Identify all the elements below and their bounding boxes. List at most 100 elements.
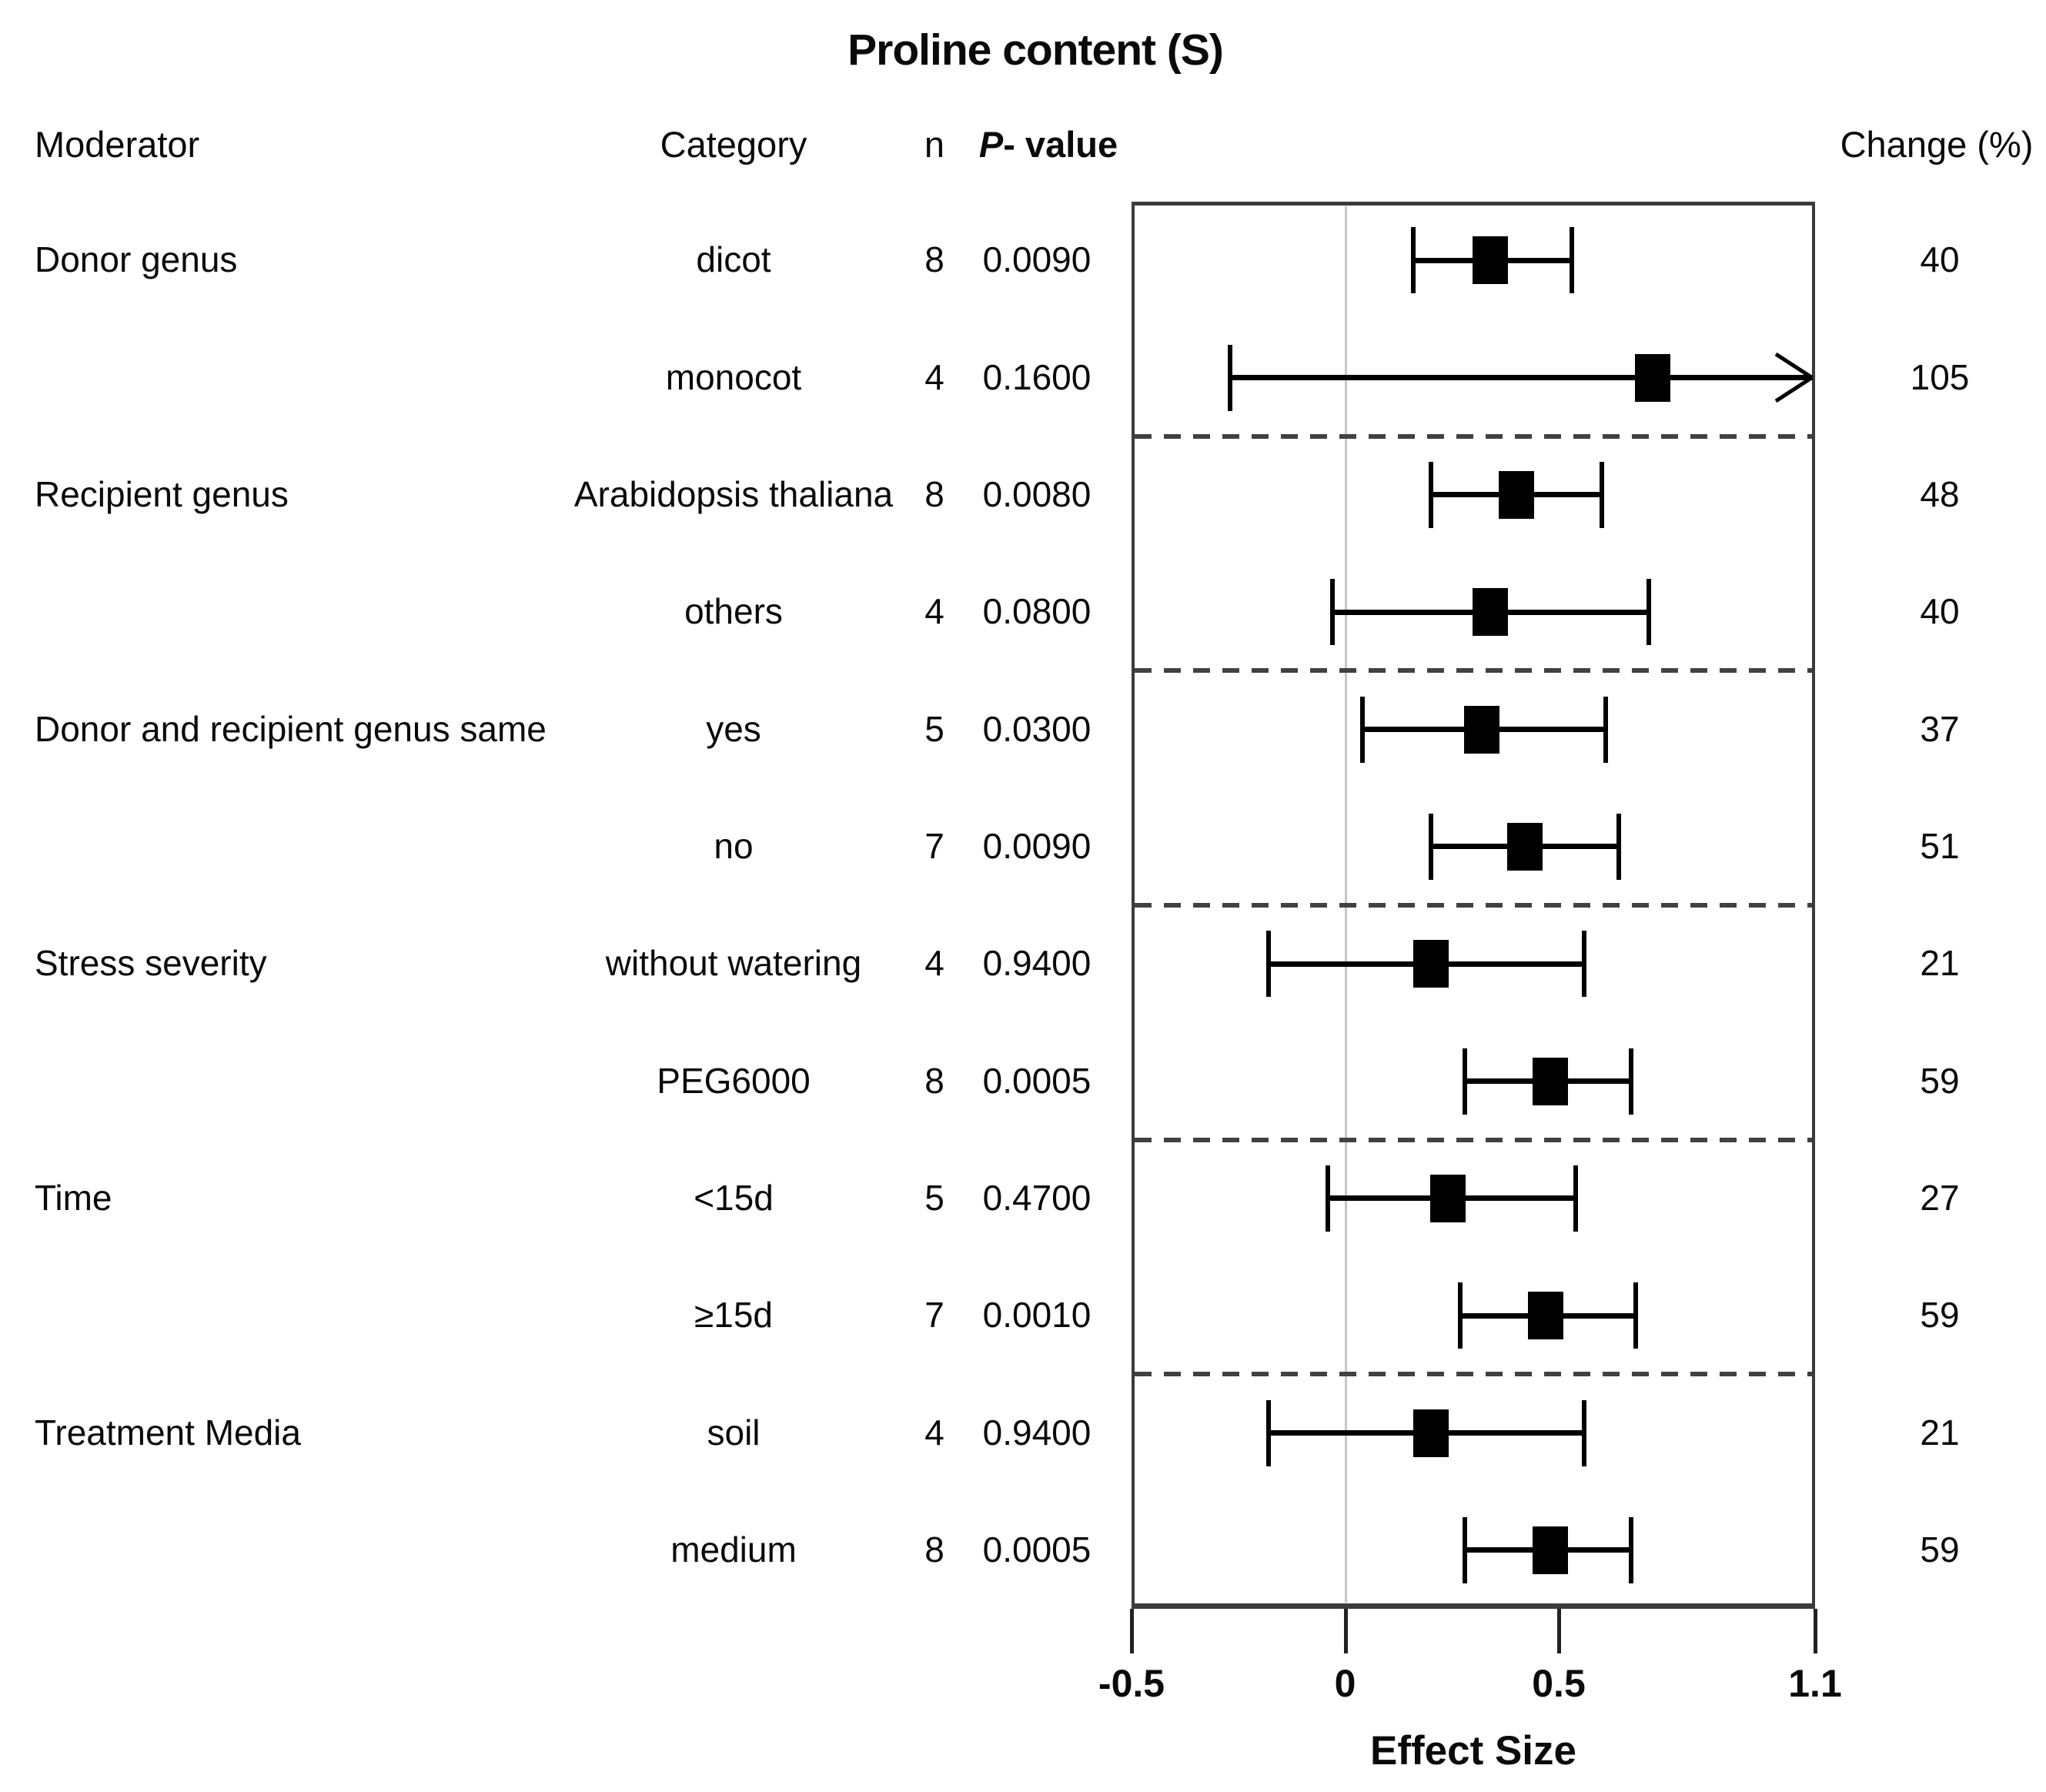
x-axis-tick (1343, 1609, 1348, 1653)
n-value: 8 (924, 239, 944, 280)
x-axis-title: Effect Size (1369, 1728, 1577, 1774)
category-label: no (714, 825, 754, 866)
ci-cap-right (1646, 579, 1651, 646)
p-value: 0.1600 (982, 356, 1092, 397)
p-value: 0.0090 (982, 825, 1092, 866)
category-label: PEG6000 (657, 1060, 811, 1101)
group-separator-line (1135, 1137, 1812, 1142)
ci-cap-left (1428, 461, 1433, 528)
ci-cap-left (1265, 931, 1271, 998)
category-label: ≥15d (694, 1295, 773, 1336)
ci-cap-left (1462, 1048, 1467, 1115)
p-value-rest: - value (1003, 124, 1118, 165)
ci-cap-left (1227, 344, 1232, 411)
n-value: 8 (924, 1060, 944, 1101)
group-separator-line (1135, 903, 1812, 908)
ci-cap-left (1329, 579, 1335, 646)
change-value: 21 (1920, 943, 1960, 984)
p-value: 0.0090 (982, 239, 1092, 280)
ci-cap-left (1265, 1399, 1271, 1466)
x-axis-tick-label: 0 (1334, 1662, 1356, 1705)
change-value: 59 (1920, 1060, 1960, 1101)
p-value: 0.9400 (982, 1412, 1092, 1453)
effect-square (1498, 470, 1534, 519)
change-value: 59 (1920, 1295, 1960, 1336)
category-label: others (684, 591, 783, 632)
ci-cap-right (1629, 1516, 1634, 1583)
ci-cap-right (1633, 1282, 1638, 1349)
column-header-moderator: Moderator (35, 124, 200, 165)
effect-square (1528, 1292, 1564, 1340)
n-value: 4 (924, 356, 944, 397)
moderator-label: Time (35, 1177, 112, 1218)
n-value: 5 (924, 708, 944, 749)
plot-area (1132, 202, 1815, 1609)
x-axis-tick (1557, 1609, 1561, 1653)
change-value: 59 (1920, 1529, 1960, 1570)
p-value: 0.0005 (982, 1060, 1092, 1101)
group-separator-line (1135, 433, 1812, 439)
effect-square (1532, 1057, 1568, 1105)
ci-cap-left (1411, 227, 1416, 294)
ci-cap-right (1599, 461, 1604, 528)
group-separator-line (1135, 1372, 1812, 1377)
x-axis-tick-label: 0.5 (1532, 1662, 1586, 1705)
moderator-label: Stress severity (35, 943, 267, 984)
effect-square (1473, 236, 1509, 285)
moderator-label: Donor genus (35, 239, 238, 280)
column-header-change: Change (%) (1840, 124, 2034, 165)
moderator-label: Recipient genus (35, 473, 289, 514)
n-value: 4 (924, 1412, 944, 1453)
effect-square (1429, 1174, 1466, 1222)
column-header-p-value: P- value (979, 123, 1118, 166)
category-label: yes (706, 708, 761, 749)
n-value: 8 (924, 473, 944, 514)
effect-square (1635, 353, 1671, 402)
change-value: 105 (1910, 356, 1970, 397)
ci-cap-left (1462, 1516, 1467, 1583)
ci-cap-right (1569, 227, 1574, 294)
p-value: 0.9400 (982, 943, 1092, 984)
p-value: 0.0300 (982, 708, 1092, 749)
ci-cap-right (1582, 931, 1587, 998)
effect-square (1412, 940, 1449, 988)
ci-cap-left (1359, 696, 1365, 763)
effect-square (1473, 588, 1509, 637)
n-value: 7 (924, 825, 944, 866)
x-axis-tick-label: 1.1 (1788, 1662, 1842, 1705)
p-value-italic-p: P (978, 124, 1004, 165)
ci-cap-left (1458, 1282, 1463, 1349)
n-value: 4 (924, 591, 944, 632)
change-value: 48 (1920, 473, 1960, 514)
chart-title: Proline content (S) (847, 25, 1224, 75)
ci-line (1229, 375, 1812, 380)
effect-square (1412, 1409, 1449, 1457)
n-value: 5 (924, 1177, 944, 1218)
category-label: without watering (605, 943, 862, 984)
change-value: 40 (1920, 239, 1960, 280)
effect-square (1532, 1526, 1568, 1574)
ci-cap-right (1573, 1165, 1579, 1232)
category-label: monocot (665, 356, 802, 397)
moderator-label: Treatment Media (35, 1412, 301, 1453)
ci-cap-left (1428, 813, 1433, 880)
ci-cap-right (1629, 1048, 1634, 1115)
p-value: 0.0010 (982, 1295, 1092, 1336)
group-separator-line (1135, 668, 1812, 674)
moderator-label: Donor and recipient genus same (35, 708, 547, 749)
effect-square (1464, 705, 1500, 754)
x-axis-tick (1814, 1609, 1817, 1653)
change-value: 37 (1920, 708, 1960, 749)
column-header-category: Category (660, 124, 807, 165)
effect-square (1506, 822, 1543, 871)
n-value: 8 (924, 1529, 944, 1570)
change-value: 51 (1920, 825, 1960, 866)
ci-cap-left (1326, 1165, 1331, 1232)
category-label: dicot (696, 239, 771, 280)
category-label: Arabidopsis thaliana (573, 473, 894, 514)
category-label: soil (707, 1412, 761, 1453)
category-label: <15d (694, 1177, 774, 1218)
change-value: 21 (1920, 1412, 1960, 1453)
p-value: 0.4700 (982, 1177, 1092, 1218)
